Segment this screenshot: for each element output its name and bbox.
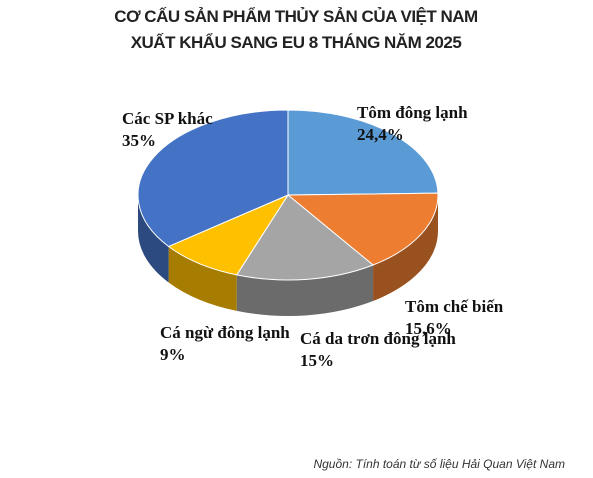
- slice-side: [168, 246, 237, 311]
- chart-title: CƠ CẤU SẢN PHẨM THỦY SẢN CỦA VIỆT NAM: [114, 7, 478, 26]
- slice: [235, 194, 375, 281]
- value-label: 9%: [160, 345, 186, 364]
- chart-subtitle: XUẤT KHẨU SANG EU 8 THÁNG NĂM 2025: [131, 33, 462, 52]
- value-label: 35%: [122, 131, 156, 150]
- source-note: Nguồn: Tính toán từ số liệu Hải Quan Việ…: [313, 457, 565, 471]
- slice-label: Cá ngừ đông lạnh: [160, 323, 290, 342]
- slice: [286, 192, 439, 266]
- value-label: 15%: [300, 351, 334, 370]
- slice: [287, 109, 439, 196]
- slice: [137, 109, 289, 248]
- value-label: 15,6%: [405, 319, 452, 338]
- slice: [167, 193, 290, 276]
- slice-label: Tôm chế biến: [405, 297, 504, 316]
- slice-label: Các SP khác: [122, 109, 213, 128]
- slice-side: [236, 265, 374, 316]
- value-label: 24,4%: [357, 125, 404, 144]
- slice-label: Cá da trơn đông lạnh: [300, 329, 456, 348]
- slice-side: [138, 195, 169, 283]
- slice-label: Tôm đông lạnh: [357, 103, 468, 122]
